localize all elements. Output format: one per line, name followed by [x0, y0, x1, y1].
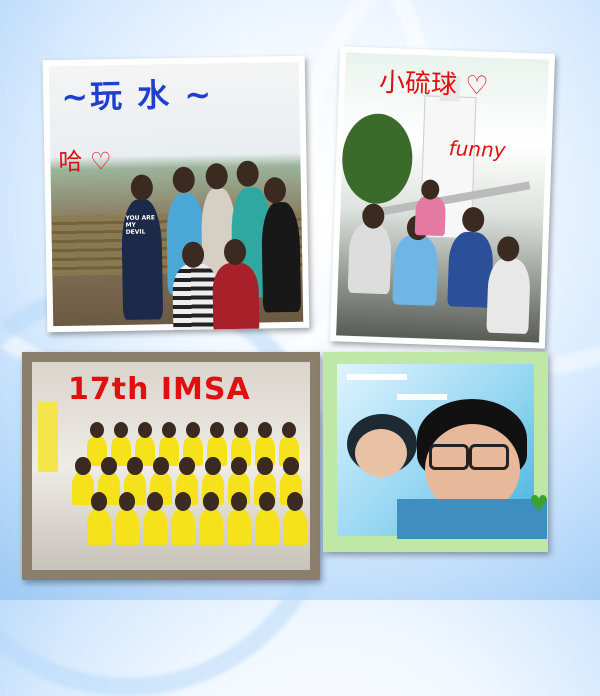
person-yellow-shirt: [227, 508, 251, 545]
photo-water-play: YOU ARE MY DEVIL ~玩 水 ~ 哈 ♡: [42, 55, 310, 333]
person-yellow-shirt: [87, 436, 107, 466]
person-head: [127, 457, 143, 475]
person-head: [210, 422, 224, 438]
person-yellow-shirt: [171, 508, 195, 545]
person-yellow-shirt: [255, 508, 279, 545]
person-head: [286, 492, 304, 512]
person-head: [114, 422, 128, 438]
person-head: [257, 457, 273, 475]
person-head: [153, 457, 169, 475]
person-head: [146, 492, 164, 512]
person-yellow-shirt: [143, 508, 167, 545]
person-head: [234, 422, 248, 438]
person-head: [283, 457, 299, 475]
photo1-note: 哈 ♡: [58, 147, 112, 177]
person-yellow-shirt: [199, 508, 223, 545]
person-head: [174, 492, 192, 512]
person-head: [75, 457, 91, 475]
photo-17th-imsa: 17th IMSA: [22, 352, 320, 580]
person-head: [101, 457, 117, 475]
photo-liuqiu: 小硫球 ♡ funny: [329, 46, 556, 349]
photo-selfie: ♥: [323, 352, 548, 552]
shirt-text: YOU ARE MY DEVIL: [125, 214, 156, 236]
person-head: [258, 492, 276, 512]
person-head: [138, 422, 152, 438]
person-head: [205, 457, 221, 475]
person-yellow-shirt: [283, 508, 307, 545]
photo3-title: 17th IMSA: [68, 372, 251, 407]
person-yellow-shirt: [87, 508, 111, 545]
photo2-note: funny: [448, 136, 507, 163]
person-head: [258, 422, 272, 438]
person-yellow-shirt: [72, 472, 94, 506]
person-head: [230, 492, 248, 512]
photo1-title: ~玩 水 ~: [60, 75, 214, 116]
person-head: [231, 457, 247, 475]
person-yellow-shirt: [115, 508, 139, 545]
person-head: [90, 422, 104, 438]
person-head: [179, 457, 195, 475]
person-yellow-shirt: [111, 436, 131, 466]
photo2-title: 小硫球 ♡: [378, 67, 490, 102]
person-head: [186, 422, 200, 438]
person-head: [162, 422, 176, 438]
heart-icon: ♥: [529, 492, 548, 517]
person-head: [90, 492, 108, 512]
person-head: [282, 422, 296, 438]
person-head: [202, 492, 220, 512]
person-head: [118, 492, 136, 512]
